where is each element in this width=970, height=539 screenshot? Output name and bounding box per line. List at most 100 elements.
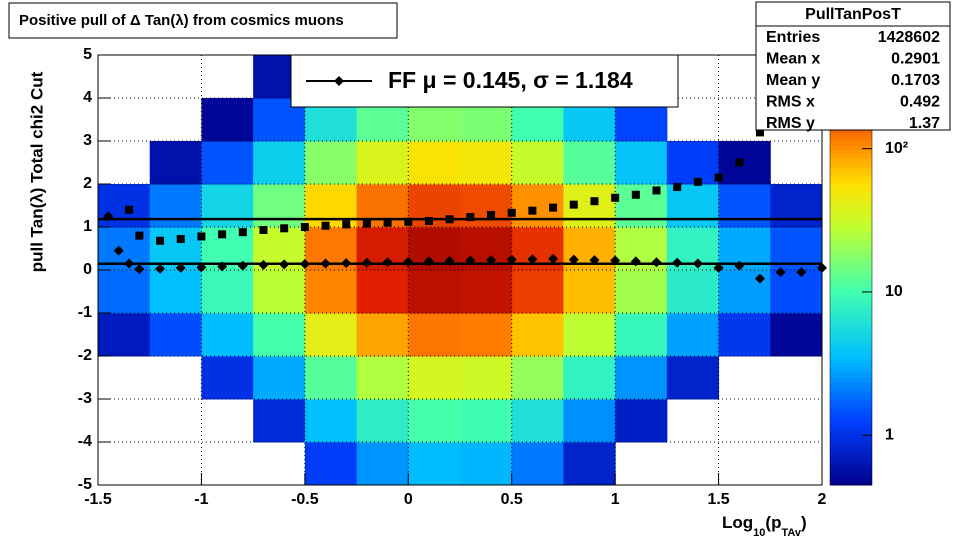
point bbox=[796, 267, 807, 278]
heatmap-cell bbox=[460, 399, 513, 443]
point bbox=[549, 203, 558, 212]
point bbox=[569, 200, 578, 209]
colorbar-segment bbox=[830, 270, 872, 275]
colorbar-segment bbox=[830, 386, 872, 391]
y-tick-label: 2 bbox=[83, 175, 92, 192]
x-tick-label: 2 bbox=[818, 491, 827, 508]
point bbox=[528, 206, 537, 215]
colorbar-segment bbox=[830, 330, 872, 335]
stats-name: Mean x bbox=[766, 51, 820, 68]
colorbar-segment bbox=[830, 442, 872, 447]
heatmap-cell bbox=[356, 442, 409, 486]
heatmap-cell bbox=[201, 270, 254, 314]
heatmap-cell bbox=[563, 442, 616, 486]
colorbar-segment bbox=[830, 162, 872, 168]
y-tick-label: 3 bbox=[83, 132, 92, 149]
point bbox=[135, 231, 144, 240]
colorbar-segment bbox=[830, 141, 872, 146]
colorbar-segment bbox=[830, 463, 872, 469]
colorbar-segment bbox=[830, 188, 872, 194]
colorbar-segment bbox=[830, 433, 872, 439]
heatmap-cell bbox=[666, 313, 720, 357]
point bbox=[175, 262, 186, 273]
heatmap-cell bbox=[563, 399, 616, 443]
point bbox=[424, 216, 433, 225]
x-tick-label: 1.5 bbox=[707, 491, 729, 508]
colorbar-segment bbox=[830, 373, 872, 378]
point bbox=[321, 221, 330, 230]
point bbox=[589, 255, 600, 266]
heatmap-cell bbox=[98, 270, 151, 314]
point bbox=[218, 230, 227, 239]
colorbar-segment bbox=[830, 209, 872, 215]
y-tick-label: 4 bbox=[83, 89, 92, 106]
heatmap-cell bbox=[408, 442, 461, 486]
heatmap-cell bbox=[304, 313, 358, 357]
heatmap-cell bbox=[511, 399, 564, 443]
colorbar-segment bbox=[830, 184, 872, 189]
heatmap-cell bbox=[511, 141, 564, 185]
point bbox=[507, 208, 516, 217]
heatmap-cell bbox=[563, 141, 616, 185]
colorbar-segment bbox=[830, 476, 872, 482]
heatmap-cell bbox=[253, 399, 306, 443]
heatmap-cell bbox=[460, 141, 513, 185]
point bbox=[300, 223, 309, 231]
colorbar-segment bbox=[830, 325, 872, 331]
heatmap-cell bbox=[563, 270, 616, 314]
colorbar-segment bbox=[830, 166, 872, 172]
point bbox=[652, 186, 661, 195]
x-tick-label: -1 bbox=[194, 491, 208, 508]
heatmap-cell bbox=[149, 141, 202, 185]
heatmap-cell bbox=[201, 141, 254, 185]
colorbar-segment bbox=[830, 282, 872, 288]
heatmap-cell bbox=[356, 399, 409, 443]
point bbox=[125, 205, 134, 214]
colorbar-segment bbox=[830, 218, 872, 224]
point bbox=[423, 256, 434, 267]
stats-value: 0.492 bbox=[900, 94, 940, 111]
colorbar-segment bbox=[830, 227, 872, 232]
heatmap-cell bbox=[666, 141, 720, 185]
x-label-part: ) bbox=[801, 513, 807, 532]
heatmap-cell bbox=[201, 356, 254, 400]
point bbox=[486, 255, 497, 266]
colorbar-segment bbox=[830, 437, 872, 443]
colorbar-segment bbox=[830, 295, 872, 301]
x-tick-label: -1.5 bbox=[84, 491, 112, 508]
point bbox=[258, 259, 269, 270]
colorbar-segment bbox=[830, 192, 872, 198]
point bbox=[382, 257, 393, 268]
heatmap-cell bbox=[615, 141, 668, 185]
heatmap-cell bbox=[460, 356, 513, 400]
colorbar-segment bbox=[830, 300, 872, 305]
point bbox=[280, 224, 289, 233]
colorbar-segment bbox=[830, 334, 872, 340]
heatmap-cell bbox=[718, 313, 771, 357]
y-tick-label: -4 bbox=[78, 433, 92, 450]
heatmap-cell bbox=[149, 184, 202, 228]
point bbox=[197, 232, 206, 241]
stats-box: PullTanPosT Entries 1428602 Mean x 0.2901 Mea… bbox=[755, 1, 951, 132]
colorbar-segment bbox=[830, 278, 872, 284]
x-tick-label: -0.5 bbox=[291, 491, 319, 508]
colorbar-label: 1 bbox=[885, 427, 894, 444]
colorbar-segment bbox=[830, 446, 872, 452]
heatmap-cell bbox=[666, 356, 720, 400]
heatmap-cell bbox=[511, 442, 564, 486]
stats-name: RMS y bbox=[766, 115, 815, 132]
point bbox=[362, 219, 371, 228]
stats-name: Entries bbox=[766, 29, 820, 46]
point bbox=[342, 220, 351, 229]
heatmap-cell bbox=[563, 356, 616, 400]
point bbox=[383, 218, 392, 227]
point bbox=[693, 177, 702, 186]
heatmap-cell bbox=[770, 270, 823, 314]
colorbar-segment bbox=[830, 459, 872, 464]
colorbar-segment bbox=[830, 364, 872, 370]
y-tick-label: -5 bbox=[78, 476, 92, 493]
point bbox=[754, 273, 765, 284]
point bbox=[361, 257, 372, 268]
point bbox=[404, 217, 413, 226]
colorbar-segment bbox=[830, 356, 872, 361]
